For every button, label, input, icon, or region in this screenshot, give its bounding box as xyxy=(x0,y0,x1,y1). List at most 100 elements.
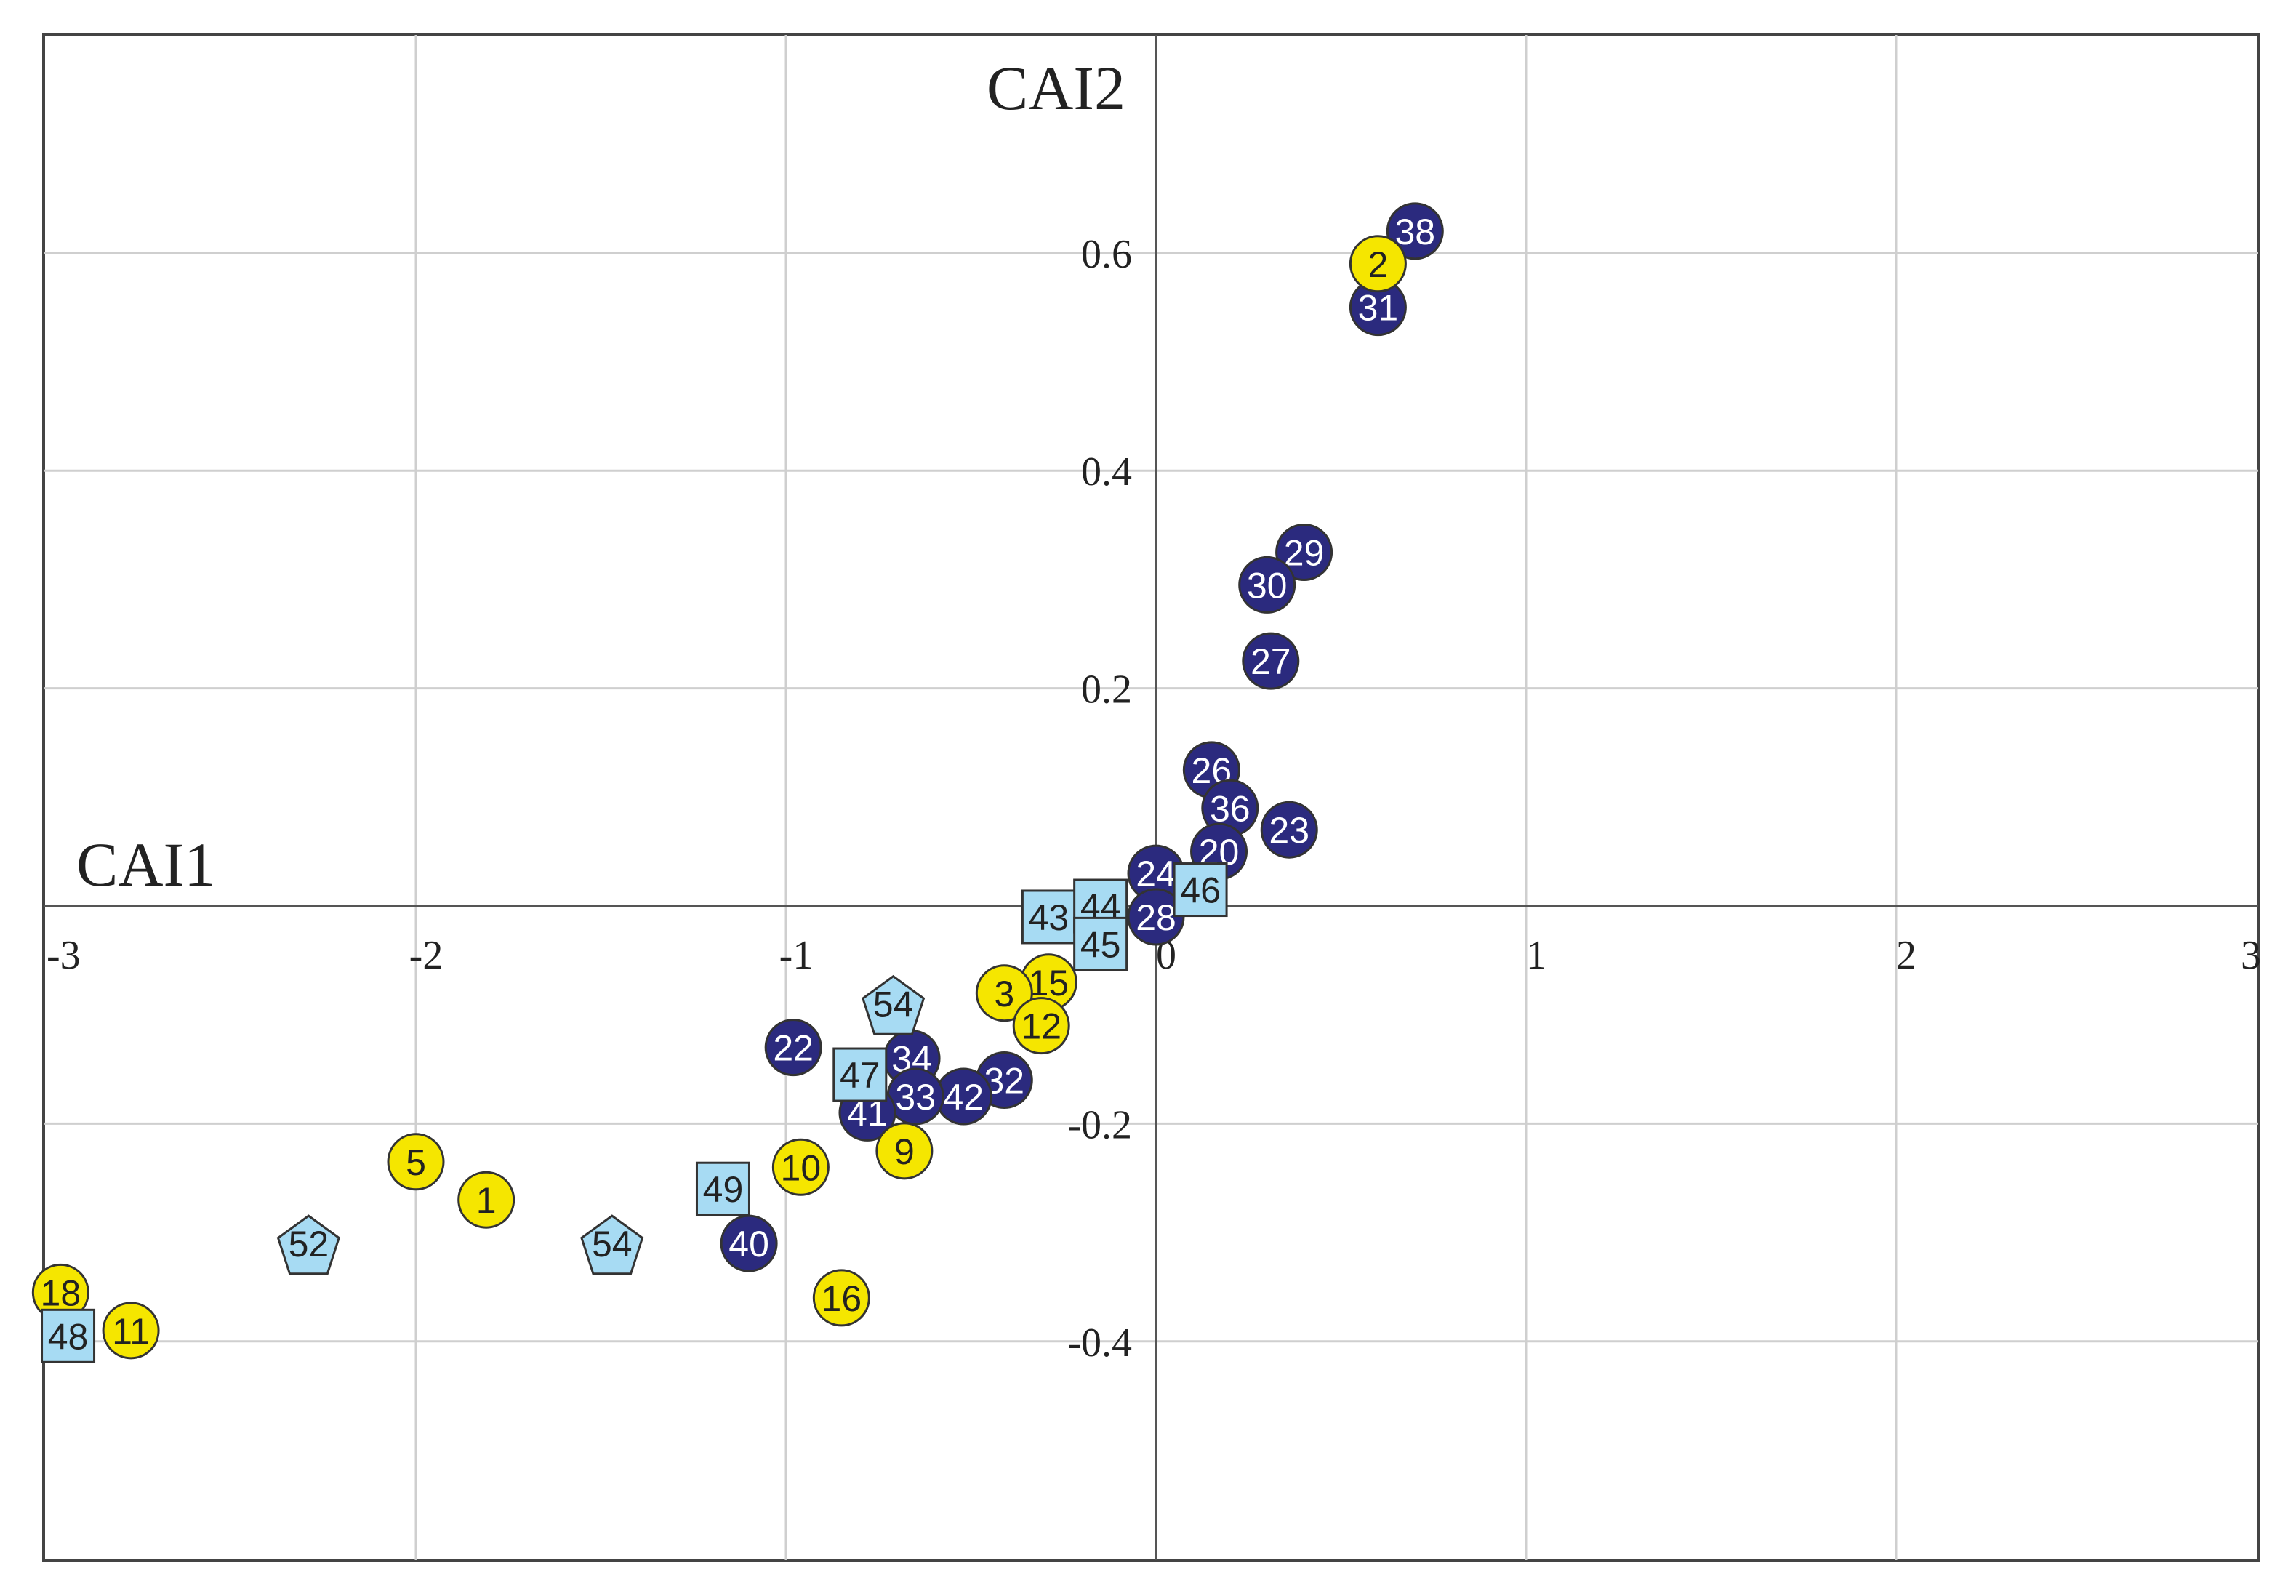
data-point-42: 42 xyxy=(934,1067,992,1126)
y-tick-label: 0.6 xyxy=(1081,232,1132,277)
gridlines xyxy=(44,35,2258,1560)
y-axis-label: CAI2 xyxy=(987,53,1125,123)
x-tick-label: -2 xyxy=(409,933,443,978)
point-label: 10 xyxy=(781,1147,822,1188)
square-marker xyxy=(41,1308,96,1363)
point-label: 16 xyxy=(822,1278,862,1319)
point-label: 2 xyxy=(1368,244,1388,285)
point-label: 52 xyxy=(289,1224,329,1264)
y-tick-label: 0.4 xyxy=(1081,449,1132,494)
y-tick-label: 0.2 xyxy=(1081,667,1132,713)
data-point-43: 43 xyxy=(1021,889,1076,945)
point-label: 1 xyxy=(476,1180,497,1221)
pentagon-marker xyxy=(276,1214,340,1275)
data-point-3: 3 xyxy=(975,964,1033,1022)
square-marker xyxy=(1073,916,1128,971)
point-label: 43 xyxy=(1029,897,1069,938)
data-point-12: 12 xyxy=(1012,997,1070,1055)
circle-marker xyxy=(1242,632,1300,690)
data-point-40: 40 xyxy=(720,1214,778,1272)
data-point-29: 29 xyxy=(1275,523,1333,581)
point-label: 54 xyxy=(592,1224,633,1264)
point-label: 9 xyxy=(894,1131,915,1172)
x-axis-label: CAI1 xyxy=(76,830,215,899)
pentagon-marker xyxy=(580,1214,644,1275)
x-tick-label: 3 xyxy=(2241,933,2261,978)
point-label: 29 xyxy=(1284,532,1325,573)
plot-frame xyxy=(42,33,2260,1562)
data-point-23: 23 xyxy=(1260,801,1318,859)
point-label: 18 xyxy=(41,1272,81,1313)
point-label: 46 xyxy=(1180,870,1221,911)
square-marker xyxy=(832,1047,888,1102)
data-points: 3831293027263623202428343242334122402153… xyxy=(31,202,1444,1363)
point-label: 38 xyxy=(1394,212,1435,252)
data-point-2: 2 xyxy=(1349,235,1407,293)
circle-marker xyxy=(1012,997,1070,1055)
point-label: 11 xyxy=(112,1311,150,1352)
data-point-54: 54 xyxy=(580,1214,644,1275)
y-tick-label: -0.2 xyxy=(1067,1102,1132,1147)
circle-marker xyxy=(764,1019,822,1077)
circle-marker xyxy=(812,1269,870,1327)
point-label: 42 xyxy=(944,1077,984,1118)
circle-marker xyxy=(1238,556,1296,614)
data-point-22: 22 xyxy=(764,1019,822,1077)
square-marker xyxy=(1173,862,1228,918)
data-point-1: 1 xyxy=(457,1171,515,1229)
circle-marker xyxy=(1349,235,1407,293)
x-tick-label: 1 xyxy=(1526,933,1546,978)
point-label: 49 xyxy=(703,1169,744,1210)
circle-marker xyxy=(387,1133,445,1191)
point-label: 22 xyxy=(773,1028,814,1069)
data-point-27: 27 xyxy=(1242,632,1300,690)
data-point-33: 33 xyxy=(886,1067,944,1126)
data-point-11: 11 xyxy=(102,1302,160,1360)
point-label: 23 xyxy=(1269,810,1309,851)
data-point-45: 45 xyxy=(1073,916,1128,971)
data-point-15: 15 xyxy=(1019,953,1077,1011)
pentagon-marker xyxy=(862,974,926,1035)
point-label: 28 xyxy=(1136,897,1176,938)
circle-marker xyxy=(457,1171,515,1229)
data-point-18: 18 xyxy=(31,1263,89,1321)
data-point-9: 9 xyxy=(875,1122,934,1180)
data-point-28: 28 xyxy=(1127,888,1185,946)
point-label: 12 xyxy=(1021,1006,1061,1047)
point-label: 5 xyxy=(406,1142,426,1183)
circle-marker xyxy=(1386,202,1444,260)
data-point-30: 30 xyxy=(1238,556,1296,614)
point-label: 40 xyxy=(728,1224,769,1264)
circle-marker xyxy=(102,1302,160,1360)
point-label: 47 xyxy=(840,1055,880,1096)
x-tick-label: -3 xyxy=(47,933,81,978)
data-point-46: 46 xyxy=(1173,862,1228,918)
data-point-16: 16 xyxy=(812,1269,870,1327)
x-tick-labels: -3 -2 -1 0 1 2 3 xyxy=(47,933,2261,978)
point-label: 24 xyxy=(1136,854,1176,894)
data-point-52: 52 xyxy=(276,1214,340,1275)
data-point-10: 10 xyxy=(771,1138,830,1196)
data-point-54: 54 xyxy=(862,974,926,1035)
y-tick-label: -0.4 xyxy=(1067,1320,1132,1366)
data-point-38: 38 xyxy=(1386,202,1444,260)
point-label: 30 xyxy=(1247,565,1288,606)
data-point-36: 36 xyxy=(1201,779,1259,837)
data-point-31: 31 xyxy=(1349,278,1407,337)
point-label: 15 xyxy=(1029,963,1069,1003)
point-label: 33 xyxy=(895,1077,936,1118)
point-label: 48 xyxy=(48,1316,89,1357)
point-label: 45 xyxy=(1080,924,1121,965)
data-point-48: 48 xyxy=(41,1308,96,1363)
point-label: 27 xyxy=(1251,641,1291,682)
data-point-47: 47 xyxy=(832,1047,888,1102)
circle-marker xyxy=(1275,523,1333,581)
data-point-49: 49 xyxy=(695,1161,750,1216)
circle-marker xyxy=(875,1122,934,1180)
circle-marker xyxy=(1260,801,1318,859)
point-label: 54 xyxy=(873,985,914,1025)
x-tick-label: 2 xyxy=(1896,933,1916,978)
y-tick-labels: 0.6 0.4 0.2 -0.2 -0.4 xyxy=(1067,232,1132,1366)
square-marker xyxy=(695,1161,750,1216)
x-tick-label: -1 xyxy=(779,933,814,978)
